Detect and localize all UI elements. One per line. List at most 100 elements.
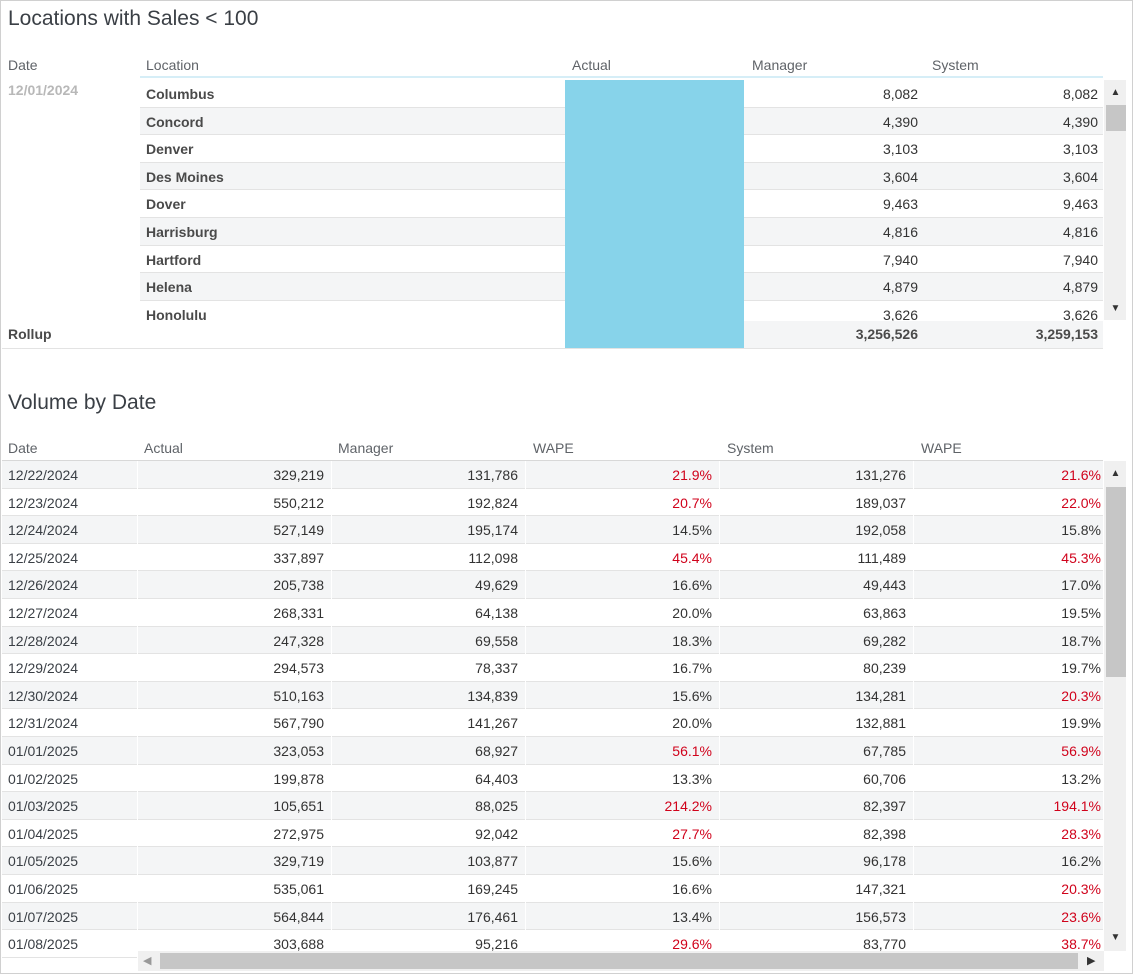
manager-cell: 192,824 (467, 495, 518, 511)
system-value: 4,879 (1062, 279, 1098, 295)
wape-manager-cell: 14.5% (672, 522, 712, 538)
column-separator (525, 709, 526, 737)
wape-system-cell: 20.3% (1061, 688, 1101, 704)
scroll-right-icon[interactable]: ▶ (1087, 955, 1096, 967)
wape-manager-cell: 20.0% (672, 715, 712, 731)
vol-header-system[interactable]: System (727, 440, 774, 456)
vol-header-date[interactable]: Date (8, 440, 38, 456)
wape-manager-cell: 15.6% (672, 688, 712, 704)
volume-row[interactable] (2, 544, 1103, 571)
wape-system-cell: 194.1% (1053, 798, 1101, 814)
volume-row[interactable] (2, 489, 1103, 516)
volume-row[interactable] (2, 792, 1103, 820)
col-header-system[interactable]: System (932, 57, 979, 73)
volume-row[interactable] (2, 627, 1103, 654)
column-separator (137, 627, 138, 654)
volume-row[interactable] (2, 461, 1103, 489)
actual-cell: 550,212 (273, 495, 324, 511)
system-cell: 147,321 (855, 881, 906, 897)
vol-scroll-up-icon[interactable]: ▲ (1110, 468, 1121, 479)
column-separator (331, 847, 332, 875)
vol-header-wape-system[interactable]: WAPE (921, 440, 962, 456)
volume-row[interactable] (2, 875, 1103, 903)
manager-cell: 64,403 (475, 771, 518, 787)
actual-cell: 105,651 (273, 798, 324, 814)
column-separator (525, 930, 526, 958)
wape-system-cell: 19.7% (1061, 660, 1101, 676)
date-cell: 12/24/2024 (8, 522, 79, 538)
column-separator (719, 709, 720, 737)
location-name: Dover (146, 196, 186, 212)
volume-scrollbar-thumb[interactable] (1106, 487, 1126, 677)
volume-row[interactable] (2, 903, 1103, 930)
date-cell: 01/03/2025 (8, 798, 79, 814)
system-value: 9,463 (1062, 196, 1098, 212)
column-separator (137, 461, 138, 489)
vol-header-manager[interactable]: Manager (338, 440, 394, 456)
date-cell: 12/26/2024 (8, 577, 79, 593)
column-separator (137, 544, 138, 571)
scroll-up-icon[interactable]: ▲ (1110, 87, 1121, 98)
column-separator (137, 516, 138, 544)
column-separator (913, 903, 914, 930)
wape-manager-cell: 56.1% (672, 743, 712, 759)
vol-header-divider (2, 460, 1103, 461)
column-separator (331, 792, 332, 820)
column-separator (525, 599, 526, 627)
column-separator (137, 682, 138, 709)
locations-scrollbar[interactable] (1104, 80, 1126, 320)
col-header-actual[interactable]: Actual (572, 57, 611, 73)
column-separator (913, 709, 914, 737)
volume-row[interactable] (2, 820, 1103, 847)
volume-row[interactable] (2, 654, 1103, 682)
wape-manager-cell: 15.6% (672, 853, 712, 869)
wape-system-cell: 18.7% (1061, 633, 1101, 649)
col-header-manager[interactable]: Manager (752, 57, 808, 73)
column-separator (719, 489, 720, 516)
actual-cell: 303,688 (273, 936, 324, 952)
volume-row[interactable] (2, 847, 1103, 875)
wape-manager-cell: 27.7% (672, 826, 712, 842)
wape-system-cell: 28.3% (1061, 826, 1101, 842)
volume-row[interactable] (2, 599, 1103, 627)
scroll-left-icon[interactable]: ◀ (143, 955, 152, 967)
column-separator (719, 544, 720, 571)
wape-manager-cell: 21.9% (672, 467, 712, 483)
column-separator (913, 792, 914, 820)
manager-value: 4,879 (882, 279, 918, 295)
manager-cell: 69,558 (475, 633, 518, 649)
col-header-location[interactable]: Location (146, 57, 199, 73)
column-separator (719, 627, 720, 654)
column-separator (913, 765, 914, 792)
column-separator (137, 571, 138, 599)
column-separator (719, 682, 720, 709)
vol-header-wape-manager[interactable]: WAPE (533, 440, 574, 456)
column-separator (525, 516, 526, 544)
manager-value: 9,463 (882, 196, 918, 212)
rollup-background (744, 321, 1103, 348)
wape-manager-cell: 18.3% (672, 633, 712, 649)
volume-row[interactable] (2, 571, 1103, 599)
volume-hscrollbar-thumb[interactable] (160, 953, 1078, 969)
vol-scroll-down-icon[interactable]: ▼ (1110, 932, 1121, 943)
volume-row[interactable] (2, 682, 1103, 709)
column-separator (719, 875, 720, 903)
volume-row[interactable] (2, 516, 1103, 544)
locations-scrollbar-thumb[interactable] (1106, 105, 1126, 131)
column-separator (137, 847, 138, 875)
vol-header-actual[interactable]: Actual (144, 440, 183, 456)
system-value: 3,604 (1062, 169, 1098, 185)
volume-row[interactable] (2, 737, 1103, 765)
wape-manager-cell: 214.2% (664, 798, 712, 814)
volume-row[interactable] (2, 709, 1103, 737)
column-separator (331, 544, 332, 571)
system-cell: 80,239 (863, 660, 906, 676)
scroll-down-icon[interactable]: ▼ (1110, 303, 1121, 314)
col-header-date[interactable]: Date (8, 57, 38, 73)
column-separator (137, 930, 138, 958)
system-cell: 134,281 (855, 688, 906, 704)
volume-row[interactable] (2, 765, 1103, 792)
column-separator (137, 709, 138, 737)
column-separator (719, 654, 720, 682)
header-divider (140, 76, 1103, 78)
